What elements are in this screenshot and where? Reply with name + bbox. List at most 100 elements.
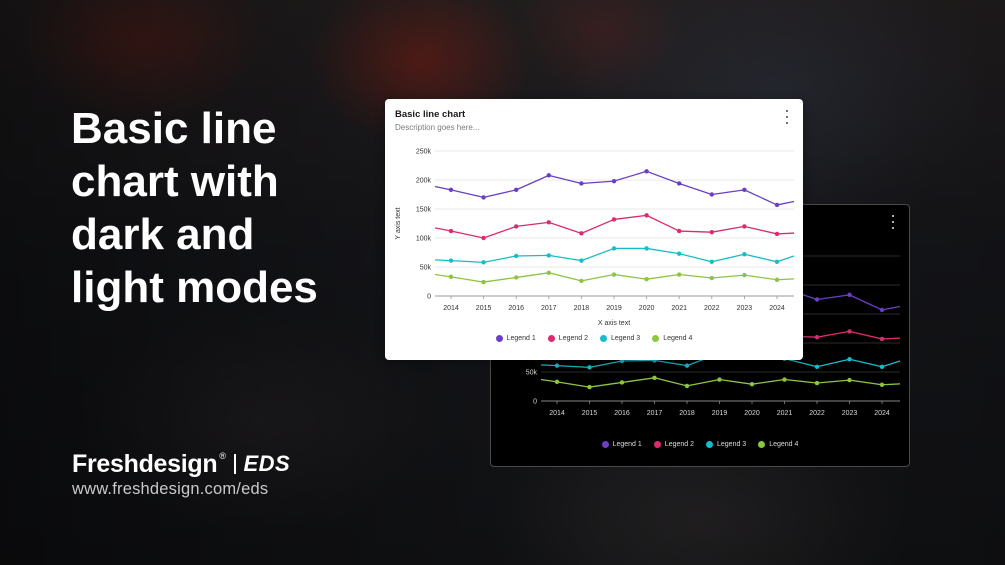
x-tick-label: 2021 xyxy=(671,305,687,312)
dark-chart-legend: Legend 1 Legend 2 Legend 3 Legend 4 xyxy=(491,441,909,448)
legend-item-2[interactable]: Legend 2 xyxy=(653,441,694,448)
legend-label: Legend 3 xyxy=(611,335,641,342)
data-point xyxy=(644,276,649,282)
x-tick-label: 2014 xyxy=(443,305,459,312)
data-point xyxy=(677,181,682,186)
headline-line-3: dark and xyxy=(71,210,255,259)
x-tick-label: 2015 xyxy=(476,305,492,312)
data-point xyxy=(774,259,780,264)
x-tick-label: 2024 xyxy=(874,410,890,417)
x-tick-label: 2020 xyxy=(639,305,655,312)
data-point xyxy=(684,363,690,368)
data-point xyxy=(481,260,486,265)
data-point xyxy=(514,275,519,280)
data-point xyxy=(847,377,852,383)
data-point xyxy=(742,252,747,257)
legend-label: Legend 2 xyxy=(558,335,588,342)
legend-item-2[interactable]: Legend 2 xyxy=(547,335,588,342)
data-point xyxy=(546,220,551,225)
data-point xyxy=(448,274,454,280)
data-point xyxy=(879,364,885,369)
legend-label: Legend 4 xyxy=(663,335,693,342)
y-tick-label: 0 xyxy=(533,399,537,406)
data-point xyxy=(879,336,885,342)
chart-title: Basic line chart xyxy=(395,109,466,120)
data-point xyxy=(814,335,820,340)
x-tick-label: 2016 xyxy=(508,305,524,312)
legend-item-1[interactable]: Legend 1 xyxy=(601,441,642,448)
data-point xyxy=(579,181,584,186)
y-tick-label: 250k xyxy=(416,149,432,156)
data-point xyxy=(546,253,551,258)
x-tick-label: 2018 xyxy=(679,410,695,417)
legend-dot xyxy=(706,441,713,448)
y-tick-label: 50k xyxy=(420,265,432,272)
data-point xyxy=(782,377,787,382)
legend-label: Legend 3 xyxy=(717,441,747,448)
data-point xyxy=(717,377,722,382)
data-point xyxy=(448,187,454,193)
y-tick-label: 100k xyxy=(416,236,432,243)
x-tick-label: 2019 xyxy=(712,410,728,417)
data-point xyxy=(709,275,714,281)
data-point xyxy=(448,228,454,234)
legend-label: Legend 1 xyxy=(506,335,536,342)
data-point xyxy=(611,217,617,222)
data-point xyxy=(774,277,780,282)
y-tick-label: 200k xyxy=(416,178,432,185)
data-point xyxy=(514,224,519,229)
data-point xyxy=(742,187,747,193)
data-point xyxy=(709,230,714,235)
data-point xyxy=(611,178,617,184)
data-point xyxy=(814,380,820,386)
data-point xyxy=(514,187,519,193)
data-point xyxy=(481,195,486,200)
legend-dot xyxy=(652,335,660,342)
light-line-chart: 0 50k 100k 150k 200k 250k 2014 2015 2016 2017 2018… xyxy=(395,149,795,327)
data-point xyxy=(709,259,714,264)
x-tick-label: 2019 xyxy=(606,305,622,312)
data-point xyxy=(847,329,852,334)
data-point xyxy=(546,270,551,275)
data-point xyxy=(652,375,657,380)
y-axis-label: Y axis text xyxy=(395,207,402,239)
x-tick-label: 2017 xyxy=(647,410,663,417)
light-chart-card: Basic line chart Description goes here..… xyxy=(385,99,803,360)
y-tick-label: 0 xyxy=(427,294,431,301)
legend-item-1[interactable]: Legend 1 xyxy=(495,335,536,342)
data-point xyxy=(749,381,755,387)
x-axis-label: X axis text xyxy=(598,320,630,327)
legend-dot xyxy=(600,335,607,342)
data-point xyxy=(611,272,617,277)
headline-line-2: chart with xyxy=(71,157,279,206)
brand-name: Freshdesign xyxy=(72,449,218,478)
data-point xyxy=(481,279,486,285)
headline-line-4: light modes xyxy=(71,263,318,312)
data-point xyxy=(742,272,747,278)
x-tick-label: 2016 xyxy=(614,410,630,417)
x-tick-label: 2017 xyxy=(541,305,557,312)
data-point xyxy=(644,169,649,174)
data-point xyxy=(587,365,592,370)
data-point xyxy=(814,364,820,369)
data-point xyxy=(579,278,584,284)
legend-item-4[interactable]: Legend 4 xyxy=(652,335,692,342)
data-point xyxy=(579,258,584,263)
brand-block: Freshdesign ® EDS www.freshdesign.com/ed… xyxy=(72,449,290,499)
legend-item-3[interactable]: Legend 3 xyxy=(600,335,640,342)
light-chart-legend: Legend 1 Legend 2 Legend 3 Legend 4 xyxy=(385,335,803,342)
legend-label: Legend 1 xyxy=(612,441,642,448)
legend-item-4[interactable]: Legend 4 xyxy=(758,441,798,448)
x-tick-label: 2022 xyxy=(809,410,825,417)
data-point xyxy=(579,231,584,236)
light-card-menu-icon[interactable] xyxy=(782,109,792,125)
brand-registered-mark: ® xyxy=(219,451,226,461)
y-tick-label: 150k xyxy=(416,207,432,214)
legend-item-3[interactable]: Legend 3 xyxy=(706,441,746,448)
data-point xyxy=(677,228,682,234)
legend-label: Legend 2 xyxy=(664,441,694,448)
data-point xyxy=(742,224,747,229)
x-tick-label: 2015 xyxy=(582,410,598,417)
dark-card-menu-icon[interactable] xyxy=(888,214,898,230)
data-point xyxy=(774,231,780,237)
